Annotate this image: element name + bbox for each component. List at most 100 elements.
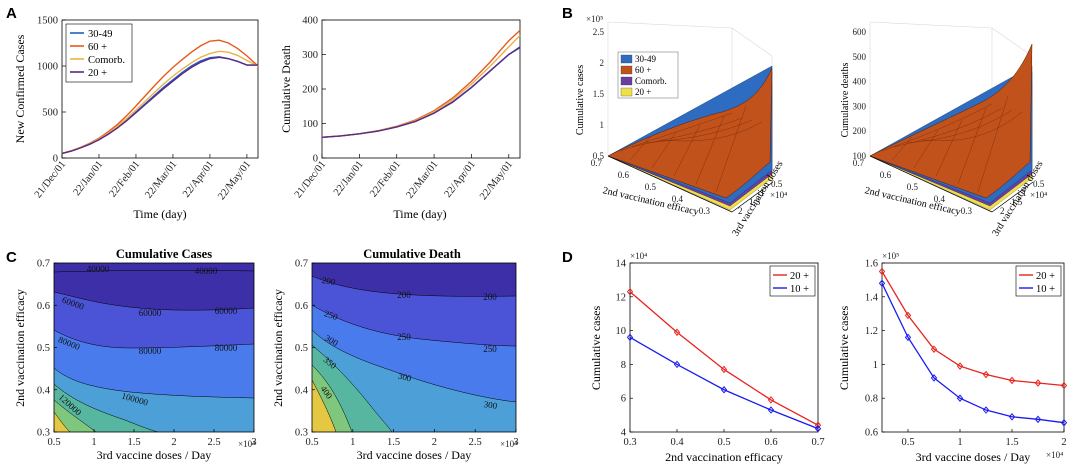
y-tick-label: 1 bbox=[760, 188, 765, 198]
y-tick-label: 0.7 bbox=[295, 259, 308, 270]
x-tick-label: 1 bbox=[957, 437, 962, 448]
z-tick-label: 2 bbox=[600, 58, 605, 68]
series-line-10 bbox=[629, 336, 819, 430]
data-point bbox=[673, 328, 681, 337]
y-tick-label: 100 bbox=[302, 119, 318, 130]
y-tick-label: 0.3 bbox=[295, 428, 308, 439]
legend-label-20: 20 + bbox=[1036, 271, 1055, 282]
panel-letter-a: A bbox=[6, 5, 17, 22]
x-tick-label: 22/Mar/01 bbox=[404, 159, 440, 201]
y-tick-label: 0.4 bbox=[295, 385, 309, 396]
y-tick-label: 1 bbox=[873, 360, 878, 371]
chart-b1-surface bbox=[607, 65, 773, 211]
chart-b1-zmult: ×10⁵ bbox=[586, 14, 603, 24]
legend-label-10: 10 + bbox=[790, 284, 809, 295]
data-point bbox=[930, 374, 938, 382]
data-point bbox=[767, 406, 775, 414]
chart-c2-fill bbox=[312, 263, 516, 432]
y-tick-label: 0.8 bbox=[865, 394, 878, 405]
series-line-20 bbox=[61, 56, 258, 155]
data-point bbox=[904, 311, 912, 320]
z-tick-label: 500 bbox=[853, 52, 867, 62]
x-tick-label: 2.5 bbox=[469, 437, 482, 448]
surface-60 bbox=[607, 67, 773, 199]
legend-swatch-20 bbox=[620, 87, 633, 97]
legend-label-comorb: Comorb. bbox=[635, 76, 667, 86]
chart-b2-ymult: ×10⁴ bbox=[1030, 190, 1047, 200]
panel-letter-b: B bbox=[562, 5, 573, 22]
chart-c2-ylabel: 2nd vaccination efficacy bbox=[271, 289, 285, 407]
y-tick-label: 1.5 bbox=[749, 197, 761, 207]
chart-c1-title: Cumulative Cases bbox=[116, 247, 212, 261]
y-tick-label: 1.5 bbox=[1011, 197, 1023, 207]
y-tick-label: 0 bbox=[53, 154, 58, 165]
x-tick-label: 2 bbox=[1061, 437, 1066, 448]
y-tick-label: 500 bbox=[42, 108, 58, 119]
data-point bbox=[720, 365, 728, 374]
chart-b1-legend: 30-49 60 + Comorb. 20 + bbox=[617, 51, 679, 99]
data-point bbox=[767, 396, 775, 404]
x-tick-label: 1 bbox=[91, 437, 96, 448]
data-point bbox=[956, 394, 964, 402]
chart-b1: ×10⁵ 0.511.522.5 Cumulative cases 0.70.6… bbox=[575, 14, 787, 238]
y-tick-label: 300 bbox=[302, 50, 318, 61]
x-tick-label: 0.5 bbox=[645, 182, 657, 192]
z-tick-label: 100 bbox=[853, 151, 867, 161]
z-tick-label: 400 bbox=[853, 77, 867, 87]
chart-a1-ylabel: New Confirmed Cases bbox=[13, 34, 27, 143]
data-point bbox=[878, 279, 886, 288]
data-point bbox=[904, 333, 912, 342]
x-tick-label: 0.3 bbox=[961, 206, 973, 216]
y-tick-label: 6 bbox=[621, 394, 626, 405]
data-point bbox=[720, 385, 728, 394]
x-tick-label: 1.5 bbox=[387, 437, 400, 448]
contour-label: 40000 bbox=[87, 264, 110, 274]
chart-a2: 0 100 200 300 400 21/Dec/01 22/Jan/01 22/Feb/01… bbox=[279, 16, 521, 221]
chart-d2-xmult: ×10⁴ bbox=[1046, 450, 1063, 460]
panel-letter-d: D bbox=[562, 249, 573, 266]
legend-label-30-49: 30-49 bbox=[88, 29, 113, 40]
chart-b2-axis bbox=[869, 155, 1034, 213]
x-tick-label: 0.7 bbox=[591, 158, 603, 168]
chart-c1-xlabel: 3rd vaccine doses / Day bbox=[97, 448, 212, 462]
data-point bbox=[626, 287, 634, 296]
x-tick-label: 0.5 bbox=[901, 437, 914, 448]
legend-swatch-30-49 bbox=[620, 54, 633, 64]
surface-60 bbox=[869, 43, 1033, 199]
y-tick-label: 1500 bbox=[37, 16, 58, 27]
y-tick-label: 1.4 bbox=[865, 292, 879, 303]
x-tick-label: 0.4 bbox=[934, 194, 946, 204]
y-tick-label: 0.6 bbox=[295, 301, 308, 312]
data-point bbox=[814, 424, 822, 433]
chart-d2-ylabel: Cumulative cases bbox=[837, 306, 851, 391]
legend-label-60: 60 + bbox=[88, 42, 107, 53]
legend-label-comorb: Comorb. bbox=[88, 55, 125, 66]
x-tick-label: 22/Apr/01 bbox=[181, 159, 216, 200]
legend-swatch-60 bbox=[620, 65, 633, 75]
chart-d1-legend: 20 + 10 + bbox=[769, 265, 816, 297]
data-point bbox=[982, 370, 990, 379]
data-point bbox=[956, 362, 964, 370]
contour-label: 200 bbox=[483, 292, 497, 302]
chart-c1-xmult: ×10⁴ bbox=[238, 439, 255, 449]
data-point bbox=[1008, 413, 1016, 421]
y-tick-label: 0.4 bbox=[37, 385, 51, 396]
chart-d1: 4 6 8 10 12 14 0.3 0.4 0.5 0.6 0.7 ×10⁴ Cumulative… bbox=[589, 251, 825, 464]
chart-c1-ylabel: 2nd vaccination efficacy bbox=[13, 289, 27, 407]
x-tick-label: 0.6 bbox=[880, 170, 892, 180]
chart-b1-ymult: ×10⁴ bbox=[770, 190, 787, 200]
x-tick-label: 22/May/01 bbox=[216, 159, 253, 202]
contour-label: 60000 bbox=[139, 308, 162, 318]
chart-a1-legend: 30-49 60 + Comorb. 20 + bbox=[65, 23, 133, 83]
legend-box bbox=[1015, 265, 1062, 297]
y-tick-label: 1.2 bbox=[865, 326, 878, 337]
x-tick-label: 0.6 bbox=[764, 437, 777, 448]
chart-a2-xlabel: Time (day) bbox=[393, 207, 446, 221]
contour-label: 300 bbox=[397, 371, 413, 384]
contour-label: 200 bbox=[321, 275, 337, 287]
data-point bbox=[1060, 381, 1068, 390]
data-point bbox=[878, 267, 886, 276]
data-point bbox=[673, 360, 681, 369]
x-tick-label: 0.5 bbox=[47, 437, 60, 448]
